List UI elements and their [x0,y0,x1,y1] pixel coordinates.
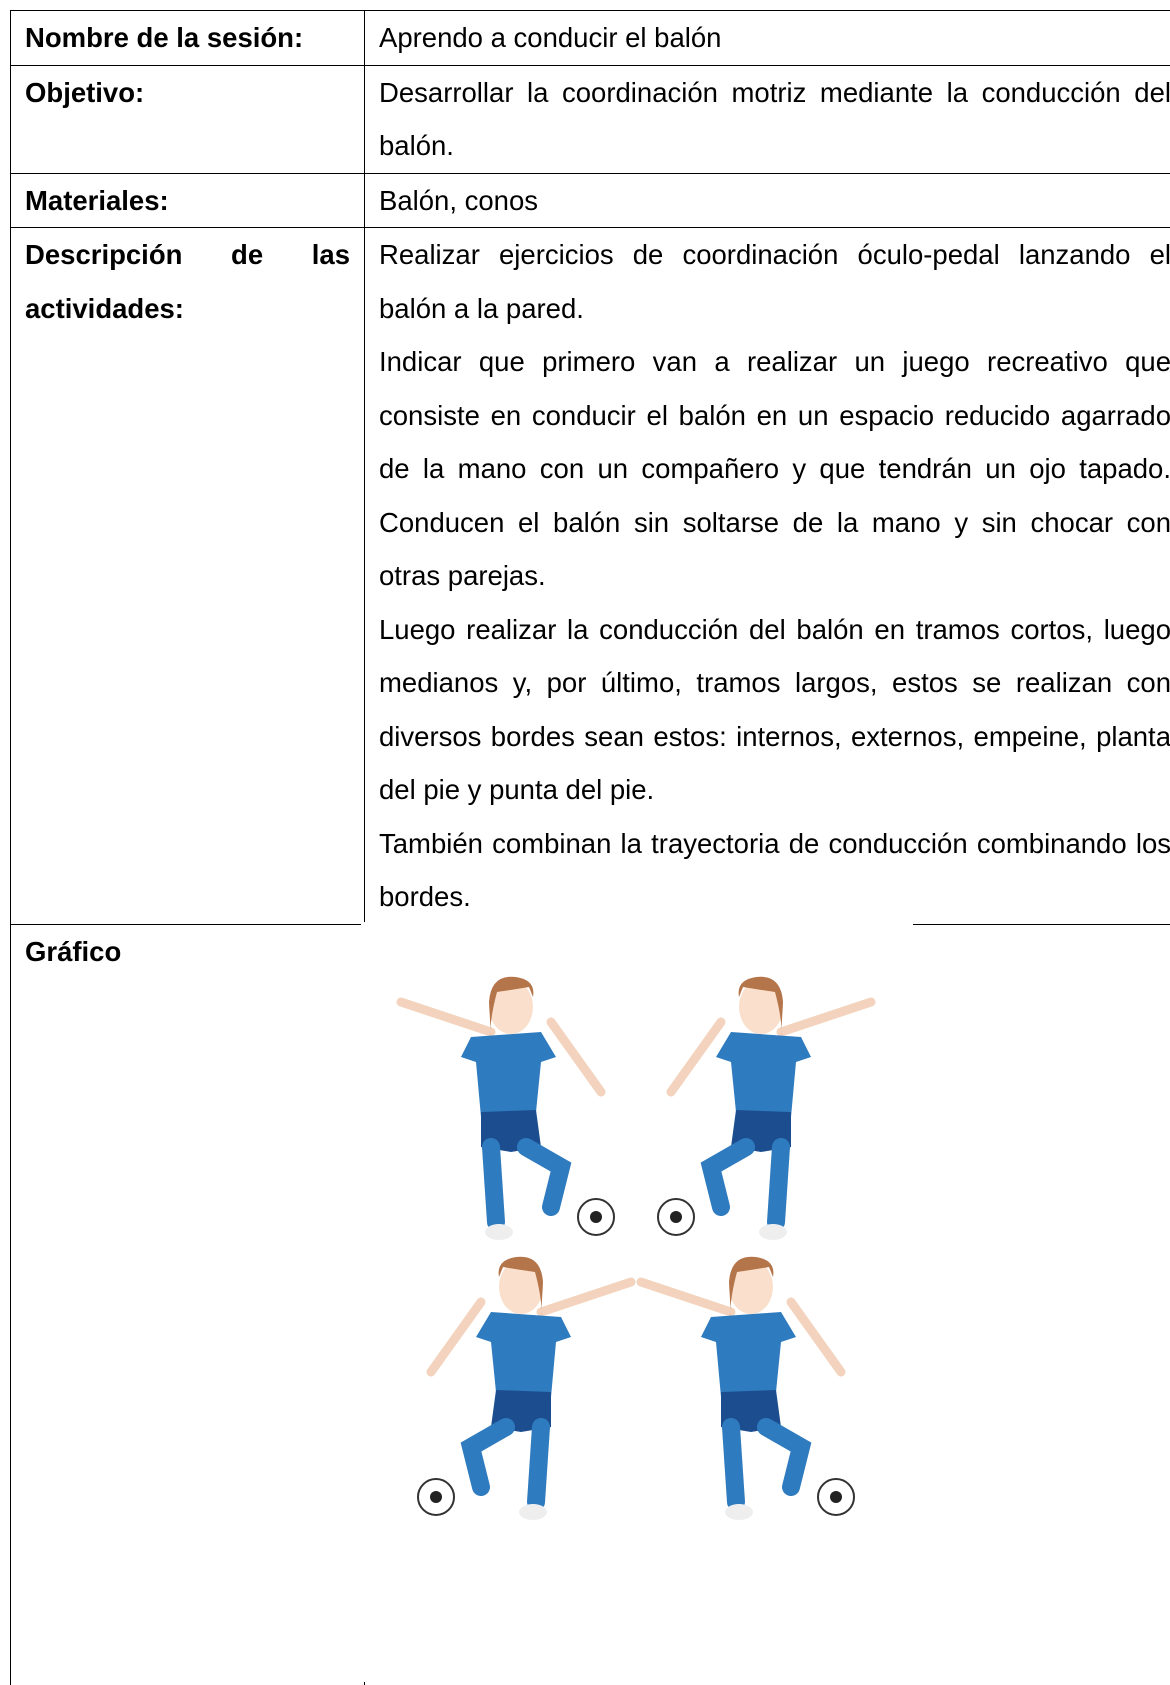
paragraph: Luego realizar la conducción del balón e… [379,603,1170,817]
session-table: Nombre de la sesión: Aprendo a conducir e… [10,10,1170,1685]
row-label: Descripción de las actividades: [11,228,365,925]
paragraph: Balón, conos [379,174,1170,228]
paragraph: También combinan la trayectoria de condu… [379,817,1170,924]
paragraph: Desarrollar la coordinación motriz media… [379,66,1170,173]
table-row: Nombre de la sesión: Aprendo a conducir e… [11,11,1170,66]
table-row: Materiales: Balón, conos [11,173,1170,228]
row-content: Realizar ejercicios de coordinación ócul… [365,228,1170,925]
row-label: Nombre de la sesión: [11,11,365,66]
page: Nombre de la sesión: Aprendo a conducir e… [0,0,1170,1474]
table-row: Gráfico [11,924,1170,1685]
row-label: Materiales: [11,173,365,228]
paragraph: Realizar ejercicios de coordinación ócul… [379,228,1170,335]
players-illustration [361,922,913,1682]
paragraph: Indicar que primero van a realizar un ju… [379,335,1170,603]
row-content: Desarrollar la coordinación motriz media… [365,65,1170,173]
paragraph: Aprendo a conducir el balón [379,11,1170,65]
table-row: Objetivo:Desarrollar la coordinación mot… [11,65,1170,173]
row-label: Objetivo: [11,65,365,173]
row-content: Aprendo a conducir el balón [365,11,1170,66]
row-content: Balón, conos [365,173,1170,228]
table-row: Descripción de las actividades:Realizar … [11,228,1170,925]
row-content [365,924,1170,1685]
row-label: Gráfico [11,924,365,1685]
